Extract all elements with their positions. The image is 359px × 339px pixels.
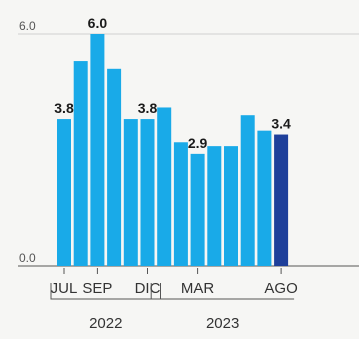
bar-abr-9 [207, 146, 222, 266]
month-label: SEP [82, 280, 112, 297]
bar-feb-7 [173, 142, 188, 266]
bar-ago-13 [274, 134, 289, 266]
year-bracket [50, 283, 161, 300]
year-bracket [150, 283, 295, 300]
bar-may-10 [224, 146, 238, 266]
month-label: JUL [51, 280, 78, 297]
gridlines: 0.0 6.0 [18, 19, 359, 267]
bar-jul-0 [57, 119, 71, 266]
y-tick-label: 6.0 [19, 19, 36, 33]
year-label: 2022 [89, 315, 122, 332]
bar-oct-3 [107, 68, 122, 266]
bar-sep-2 [90, 34, 105, 266]
bar-jun-11 [240, 115, 255, 266]
data-label: 2.9 [188, 135, 208, 151]
month-label: MAR [181, 280, 215, 297]
data-label: 3.8 [54, 100, 74, 116]
data-label: 3.4 [271, 116, 291, 132]
bar-mar-8 [190, 153, 205, 266]
bar-nov-4 [123, 119, 138, 266]
month-label: AGO [264, 280, 297, 297]
bar-jul-12 [257, 130, 272, 266]
data-label: 3.8 [138, 100, 158, 116]
data-label: 6.0 [88, 15, 108, 31]
bars [57, 34, 289, 266]
bar-ago-1 [73, 61, 88, 266]
month-label: DIC [135, 280, 161, 297]
x-axis: JUL SEP DIC MAR AGO 2022 2023 [50, 268, 298, 332]
bar-dic-5 [140, 119, 155, 266]
year-label: 2023 [206, 315, 239, 332]
y-tick-label: 0.0 [19, 251, 36, 265]
bar-ene-6 [157, 107, 172, 266]
labels: 3.8 6.0 3.8 2.9 3.4 [54, 15, 291, 151]
